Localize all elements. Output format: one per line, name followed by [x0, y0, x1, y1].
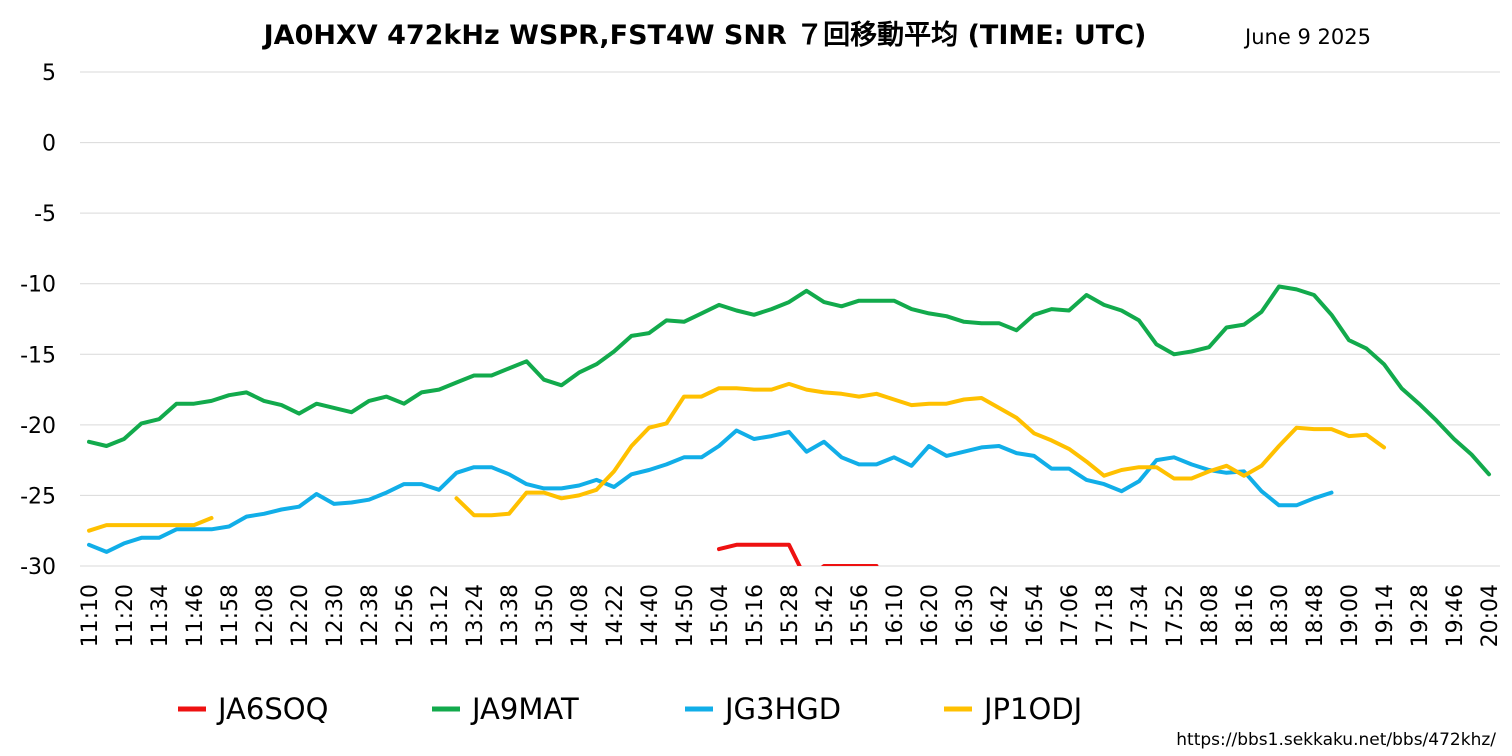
- y-tick-label: -20: [20, 414, 56, 439]
- series-line-ja9mat: [87, 284, 1491, 477]
- x-tick-label: 17:34: [1128, 584, 1153, 647]
- y-tick-label: -10: [20, 273, 56, 298]
- legend-label-ja6soq: JA6SOQ: [216, 692, 328, 726]
- source-url: https://bbs1.sekkaku.net/bbs/472khz/: [1176, 730, 1496, 750]
- x-tick-label: 11:58: [218, 584, 243, 647]
- series-group: [87, 284, 1491, 566]
- x-tick-label: 13:50: [533, 584, 558, 647]
- x-tick-label: 12:38: [358, 584, 383, 647]
- legend: JA6SOQ JA9MAT JG3HGD JP1ODJ: [178, 692, 1082, 726]
- x-tick-label: 13:24: [463, 584, 488, 647]
- x-tick-label: 19:00: [1338, 584, 1363, 647]
- x-tick-label: 14:22: [603, 584, 628, 647]
- legend-label-ja9mat: JA9MAT: [470, 692, 579, 726]
- x-tick-label: 14:50: [673, 584, 698, 647]
- grid-lines: [80, 71, 1500, 567]
- x-tick-label: 15:16: [743, 584, 768, 647]
- x-tick-label: 18:08: [1198, 584, 1223, 647]
- x-tick-label: 13:12: [428, 584, 453, 647]
- y-tick-label: 0: [42, 132, 56, 157]
- series-line-jp1odj: [454, 381, 1386, 518]
- x-tick-label: 15:04: [708, 584, 733, 647]
- x-tick-label: 19:14: [1373, 584, 1398, 647]
- x-tick-label: 19:28: [1408, 584, 1433, 647]
- x-tick-label: 20:04: [1478, 584, 1503, 647]
- x-tick-label: 14:08: [568, 584, 593, 647]
- x-tick-label: 13:38: [498, 584, 523, 647]
- x-tick-label: 12:56: [393, 584, 418, 647]
- y-tick-label: -5: [34, 202, 56, 227]
- x-tick-label: 18:48: [1303, 584, 1328, 647]
- x-tick-label: 11:10: [78, 584, 103, 647]
- x-tick-label: 17:06: [1058, 584, 1083, 647]
- series-line-jg3hgd: [87, 428, 1334, 554]
- x-tick-label: 15:28: [778, 584, 803, 647]
- x-tick-label: 11:34: [148, 584, 173, 647]
- x-axis-ticks: 11:10 11:20 11:34 11:46 11:58 12:08 12:20 12:30…: [78, 584, 1503, 647]
- x-tick-label: 12:08: [253, 584, 278, 647]
- x-tick-label: 16:54: [1023, 584, 1048, 647]
- y-tick-label: -15: [20, 343, 56, 368]
- x-tick-label: 14:40: [638, 584, 663, 647]
- x-tick-label: 19:46: [1443, 584, 1468, 647]
- chart-subtitle: June 9 2025: [1243, 25, 1371, 49]
- x-tick-label: 16:10: [883, 584, 908, 647]
- chart-title: JA0HXV 472kHz WSPR,FST4W SNR ７回移動平均 (TIM…: [262, 20, 1147, 51]
- legend-label-jp1odj: JP1ODJ: [982, 692, 1082, 726]
- x-tick-label: 15:56: [848, 584, 873, 647]
- x-tick-label: 12:30: [323, 584, 348, 647]
- x-tick-label: 17:52: [1163, 584, 1188, 647]
- legend-label-jg3hgd: JG3HGD: [723, 692, 841, 726]
- y-tick-label: -30: [20, 555, 56, 580]
- x-tick-label: 18:30: [1268, 584, 1293, 647]
- plot-area: [87, 284, 1491, 566]
- x-tick-label: 12:20: [288, 584, 313, 647]
- x-tick-label: 16:42: [988, 584, 1013, 647]
- x-tick-label: 16:20: [918, 584, 943, 647]
- x-tick-label: 11:20: [113, 584, 138, 647]
- x-tick-label: 15:42: [813, 584, 838, 647]
- x-tick-label: 11:46: [183, 584, 208, 647]
- x-tick-label: 17:18: [1093, 584, 1118, 647]
- series-line-ja6soq: [717, 542, 879, 566]
- y-axis-ticks: 5 0 -5 -10 -15 -20 -25 -30: [20, 61, 56, 580]
- x-tick-label: 16:30: [953, 584, 978, 647]
- y-tick-label: -25: [20, 484, 56, 509]
- x-tick-label: 18:16: [1233, 584, 1258, 647]
- series-line-jp1odj: [87, 516, 214, 533]
- y-tick-label: 5: [42, 61, 56, 86]
